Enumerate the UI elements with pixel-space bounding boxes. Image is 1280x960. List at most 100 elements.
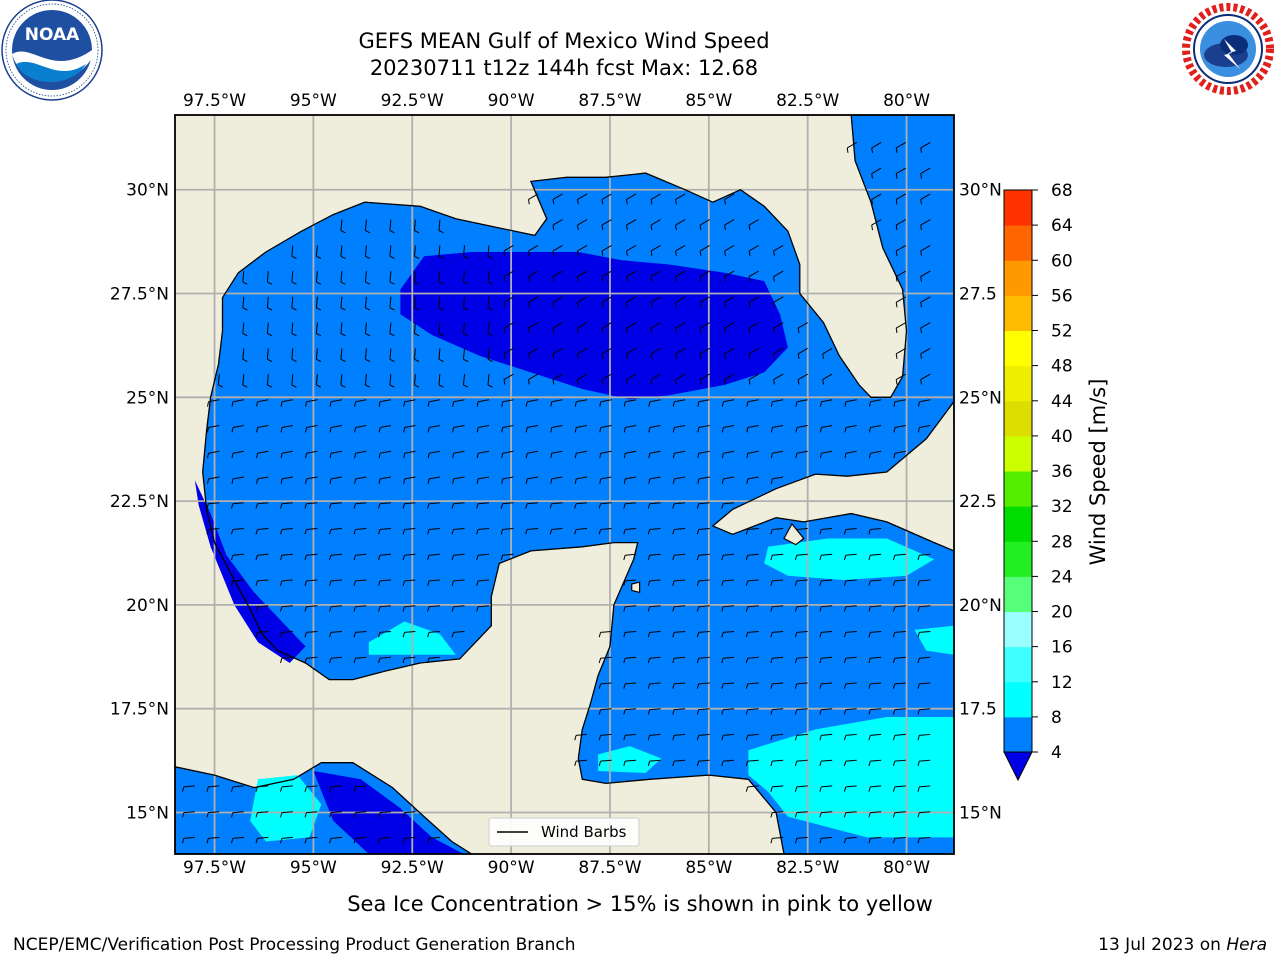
wind-barb-flag bbox=[574, 529, 577, 535]
wind-barb bbox=[208, 425, 220, 428]
wind-barb-flag bbox=[721, 427, 724, 433]
wind-barb bbox=[870, 425, 882, 428]
wind-barb-flag bbox=[794, 812, 798, 818]
lon-tick-label-bottom: 97.5°W bbox=[183, 858, 246, 878]
wind-barbs bbox=[182, 141, 931, 844]
wind-barb-flag bbox=[650, 379, 653, 385]
wind-barb bbox=[649, 759, 661, 762]
wind-barb bbox=[698, 502, 710, 505]
wind-barb-flag bbox=[650, 328, 653, 334]
wind-barb bbox=[463, 271, 465, 283]
wind-barb-flag bbox=[843, 529, 847, 535]
wind-barb-flag bbox=[917, 606, 920, 612]
wind-barb bbox=[895, 141, 907, 149]
lon-tick-label-bottom: 90°W bbox=[488, 858, 535, 878]
wind-barb-flag bbox=[794, 838, 798, 844]
wind-barb-flag bbox=[365, 384, 371, 388]
wind-barb-flag bbox=[918, 427, 920, 433]
chart-title-line2: 20230711 t12z 144h fcst Max: 12.68 bbox=[370, 56, 758, 80]
wind-barb bbox=[920, 270, 931, 278]
wind-barb bbox=[650, 347, 661, 355]
wind-barb-flag bbox=[745, 529, 749, 535]
wind-barb bbox=[552, 373, 563, 381]
wind-barb-flag bbox=[242, 281, 248, 285]
wind-barb bbox=[257, 425, 269, 428]
wind-barb-flag bbox=[525, 453, 528, 459]
wind-barb bbox=[919, 656, 931, 659]
wind-barb-flag bbox=[623, 427, 626, 433]
wind-barb-flag bbox=[501, 453, 504, 459]
wind-barb-flag bbox=[218, 384, 224, 388]
wind-barb-flag bbox=[626, 250, 628, 256]
wind-barb-flag bbox=[696, 760, 700, 767]
strong-wind-region-caribbean bbox=[748, 717, 954, 838]
wind-barb bbox=[699, 373, 710, 381]
wind-barb bbox=[649, 631, 661, 633]
wind-barb-flag bbox=[353, 606, 356, 612]
wind-barb bbox=[649, 425, 661, 428]
wind-barb bbox=[266, 374, 269, 386]
wind-barb-flag bbox=[577, 250, 579, 256]
wind-barb-flag bbox=[648, 401, 651, 407]
wind-barb-flag bbox=[577, 302, 579, 308]
wind-barb bbox=[306, 450, 318, 454]
wind-barb-flag bbox=[748, 225, 751, 231]
wind-barb-flag bbox=[329, 555, 332, 561]
wind-barb-flag bbox=[340, 255, 346, 259]
lat-tick-label-left: 15°N bbox=[126, 803, 169, 823]
wind-barb bbox=[747, 759, 759, 762]
wind-barb-flag bbox=[280, 478, 283, 484]
wind-barb bbox=[257, 836, 269, 839]
wind-barb-flag bbox=[206, 529, 209, 535]
wind-barb-flag bbox=[255, 503, 258, 509]
wind-barb bbox=[429, 450, 440, 454]
colorbar-segment bbox=[1004, 576, 1032, 613]
wind-barb-flag bbox=[892, 632, 896, 638]
wind-barb-flag bbox=[770, 478, 773, 484]
lon-tick-label-top: 97.5°W bbox=[183, 91, 246, 111]
wind-barb-flag bbox=[675, 328, 677, 334]
wind-barb-flag bbox=[463, 255, 469, 259]
wind-barb-flag bbox=[795, 427, 798, 433]
wind-barb bbox=[723, 631, 735, 633]
wind-barb bbox=[281, 502, 293, 505]
wind-barb-flag bbox=[843, 760, 847, 767]
wind-barb bbox=[257, 553, 269, 556]
wind-barb-flag bbox=[231, 453, 234, 459]
wind-barb bbox=[306, 785, 318, 788]
chart-title-line1: GEFS MEAN Gulf of Mexico Wind Speed bbox=[358, 29, 769, 53]
wind-barb bbox=[894, 811, 906, 814]
wind-barb bbox=[355, 502, 367, 505]
wind-barb-flag bbox=[549, 503, 553, 509]
wind-barb-flag bbox=[451, 503, 454, 509]
wind-barb-flag bbox=[623, 580, 626, 586]
wind-barb bbox=[772, 476, 784, 480]
wind-barb bbox=[306, 836, 318, 839]
wind-barb-flag bbox=[255, 838, 258, 844]
wind-barb bbox=[870, 553, 882, 556]
wind-barb bbox=[674, 631, 686, 633]
wind-barb-flag bbox=[724, 250, 726, 256]
wind-barb-flag bbox=[552, 379, 555, 385]
wind-barb bbox=[438, 322, 441, 334]
wind-barb bbox=[428, 656, 440, 659]
wind-barb-flag bbox=[552, 225, 555, 231]
wind-barb-flag bbox=[414, 307, 420, 311]
wind-barb bbox=[208, 502, 220, 505]
wind-barb-flag bbox=[696, 683, 700, 689]
wind-barb bbox=[502, 399, 514, 403]
wind-barb-flag bbox=[574, 735, 577, 741]
wind-barb bbox=[379, 656, 391, 659]
wind-barb bbox=[723, 682, 735, 685]
wind-barb bbox=[626, 219, 637, 226]
wind-barb bbox=[576, 399, 588, 403]
wind-barb-flag bbox=[697, 401, 700, 407]
wind-barb bbox=[919, 708, 931, 711]
wind-barb bbox=[379, 631, 391, 633]
wind-barb bbox=[527, 425, 539, 428]
wind-barb bbox=[281, 450, 293, 454]
wind-barb bbox=[601, 296, 612, 303]
wind-barb bbox=[649, 476, 661, 480]
wind-barb bbox=[600, 502, 612, 505]
wind-barb-flag bbox=[795, 453, 798, 459]
